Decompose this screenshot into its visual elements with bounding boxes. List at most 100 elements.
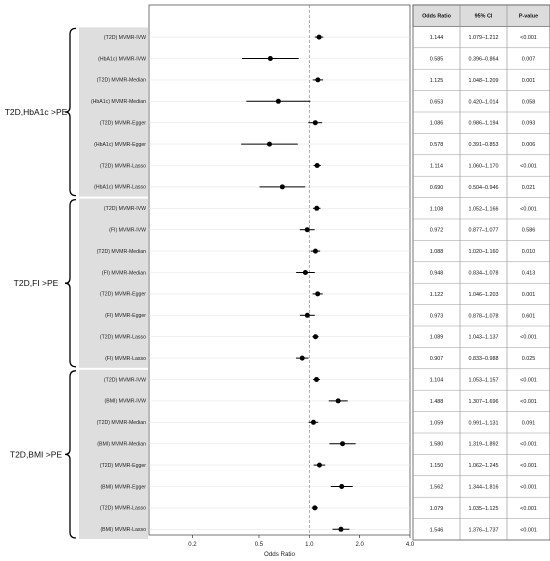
table-cell-ci: 1.344–1.816 [469, 485, 499, 491]
table-cell-p: 0.001 [522, 78, 536, 84]
results-table: Odds Ratio 95% CI P-value 1.144 1.079–1.212 <… [412, 4, 550, 541]
group-label-shading [79, 369, 148, 539]
table-cell-or: 1.125 [430, 78, 444, 84]
row-label: (T2D) MVMR-IVW [104, 377, 146, 383]
table-cell-p: 0.007 [522, 57, 536, 63]
table-cell-p: <0.001 [520, 378, 537, 384]
table-cell-ci: 1.046–1.203 [469, 292, 499, 298]
x-axis: 0.2 0.5 1.0 2.0 4.0 [188, 535, 415, 548]
point-estimate [266, 141, 272, 147]
table-cell-p: <0.001 [520, 485, 537, 491]
table-cell-or: 0.578 [430, 142, 444, 148]
table-cell-ci: 1.020–1.160 [469, 249, 499, 255]
table-cell-p: <0.001 [520, 442, 537, 448]
table-cell-or: 1.086 [430, 121, 444, 127]
group-label: T2D,HbA1c >PE [5, 107, 68, 117]
table-cell-p: 0.021 [522, 185, 536, 191]
table-cell-ci: 1.079–1.212 [469, 35, 499, 41]
row-label: (T2D) MVMR-Egger [100, 463, 146, 469]
table-cell-or: 1.122 [430, 292, 444, 298]
table-cell-ci: 1.062–1.245 [469, 463, 499, 469]
row-label: (BMI) MVMR-IVW [105, 399, 147, 405]
group-label-shading [79, 198, 148, 368]
group-label: T2D,BMI >PE [10, 449, 63, 459]
table-cell-p: <0.001 [520, 164, 537, 170]
table-cell-p: <0.001 [520, 506, 537, 512]
table-cell-p: 0.586 [522, 228, 536, 234]
row-label: (T2D) MVMR-Egger [100, 292, 146, 298]
table-cell-ci: 1.319–1.892 [469, 442, 499, 448]
table-cell-p: 0.091 [522, 420, 536, 426]
table-cell-ci: 1.053–1.157 [469, 378, 499, 384]
table-cell-ci: 1.048–1.209 [469, 78, 499, 84]
row-label: (T2D) MVMR-Lasso [100, 506, 146, 512]
table-cell-p: <0.001 [520, 35, 537, 41]
point-estimate [315, 77, 321, 83]
row-label: (FI) MVMR-Egger [105, 313, 146, 319]
row-label: (T2D) MVMR-IVW [104, 35, 146, 41]
table-cell-p: 0.006 [522, 142, 536, 148]
point-estimate [279, 184, 285, 190]
table-header-cell: Odds Ratio [422, 14, 451, 20]
table-cell-ci: 0.504–0.946 [469, 185, 499, 191]
x-tick-label: 2.0 [355, 542, 364, 548]
label-shading-layer [79, 27, 148, 539]
point-estimate [339, 484, 345, 489]
row-label: (T2D) MVMR-Median [97, 420, 146, 426]
point-estimate [304, 312, 310, 318]
table-cell-ci: 0.833–0.988 [469, 356, 499, 362]
table-cell-ci: 1.307–1.696 [469, 399, 499, 405]
row-label: (T2D) MVMR-IVW [104, 206, 146, 212]
point-estimate [267, 56, 273, 61]
estimate-marks [241, 34, 356, 532]
row-label: (FI) MVMR-IVW [109, 228, 146, 234]
point-estimate [316, 34, 322, 40]
group-brace [64, 27, 77, 197]
table-cell-or: 1.059 [430, 420, 444, 426]
x-axis-title: Odds Ratio [264, 551, 296, 558]
point-estimate [314, 205, 320, 211]
table-cell-or: 1.108 [430, 206, 444, 212]
table-cell-ci: 0.878–1.078 [469, 313, 499, 319]
point-estimate [340, 441, 346, 447]
table-cell-p: <0.001 [520, 399, 537, 405]
table-cell-or: 1.488 [430, 399, 444, 405]
table-cell-ci: 0.986–1.194 [469, 121, 499, 127]
table-cell-p: 0.010 [522, 249, 536, 255]
table-cell-ci: 1.052–1.166 [469, 206, 499, 212]
row-label: (FI) MVMR-Lasso [105, 356, 146, 362]
table-frame [412, 4, 550, 541]
point-estimate [310, 419, 316, 425]
x-tick-label: 1.0 [305, 542, 314, 548]
table-cell-or: 0.653 [430, 99, 444, 105]
table-cell-or: 0.585 [430, 57, 444, 63]
group-labels: (T2D) MVMR-IVW (HbA1c) MVMR-IVW (T2D) MVMR… [5, 27, 147, 539]
table-cell-p: 0.001 [522, 292, 536, 298]
x-tick-label: 0.5 [255, 542, 264, 548]
table-cell-ci: 0.420–1.014 [469, 99, 499, 105]
group-brace [64, 370, 77, 539]
row-label: (BMI) MVMR-Lasso [100, 527, 146, 533]
table-cell-ci: 0.391–0.853 [469, 142, 499, 148]
table-cell-p: <0.001 [520, 206, 537, 212]
table-cell-p: 0.413 [522, 271, 536, 277]
table-header-cell: P-value [519, 14, 538, 20]
table-cell-ci: 0.396–0.864 [469, 57, 499, 63]
table-cell-or: 1.104 [430, 378, 444, 384]
table-cell-p: 0.025 [522, 356, 536, 362]
point-estimate [304, 227, 310, 233]
table-cell-or: 1.580 [430, 442, 444, 448]
group-label-shading [79, 27, 148, 197]
table-cell-or: 0.907 [430, 356, 444, 362]
table-header-cell: 95% CI [475, 14, 493, 20]
row-label: (T2D) MVMR-Egger [100, 121, 146, 127]
row-label: (HbA1c) MVMR-IVW [98, 56, 146, 62]
row-label: (T2D) MVMR-Median [97, 78, 146, 84]
table-cell-or: 1.562 [430, 485, 444, 491]
point-estimate [312, 120, 318, 126]
table-cell-or: 1.546 [430, 527, 444, 533]
table-cell-or: 1.089 [430, 335, 444, 341]
table-cell-p: 0.601 [522, 313, 536, 319]
table-cell-or: 1.150 [430, 463, 444, 469]
